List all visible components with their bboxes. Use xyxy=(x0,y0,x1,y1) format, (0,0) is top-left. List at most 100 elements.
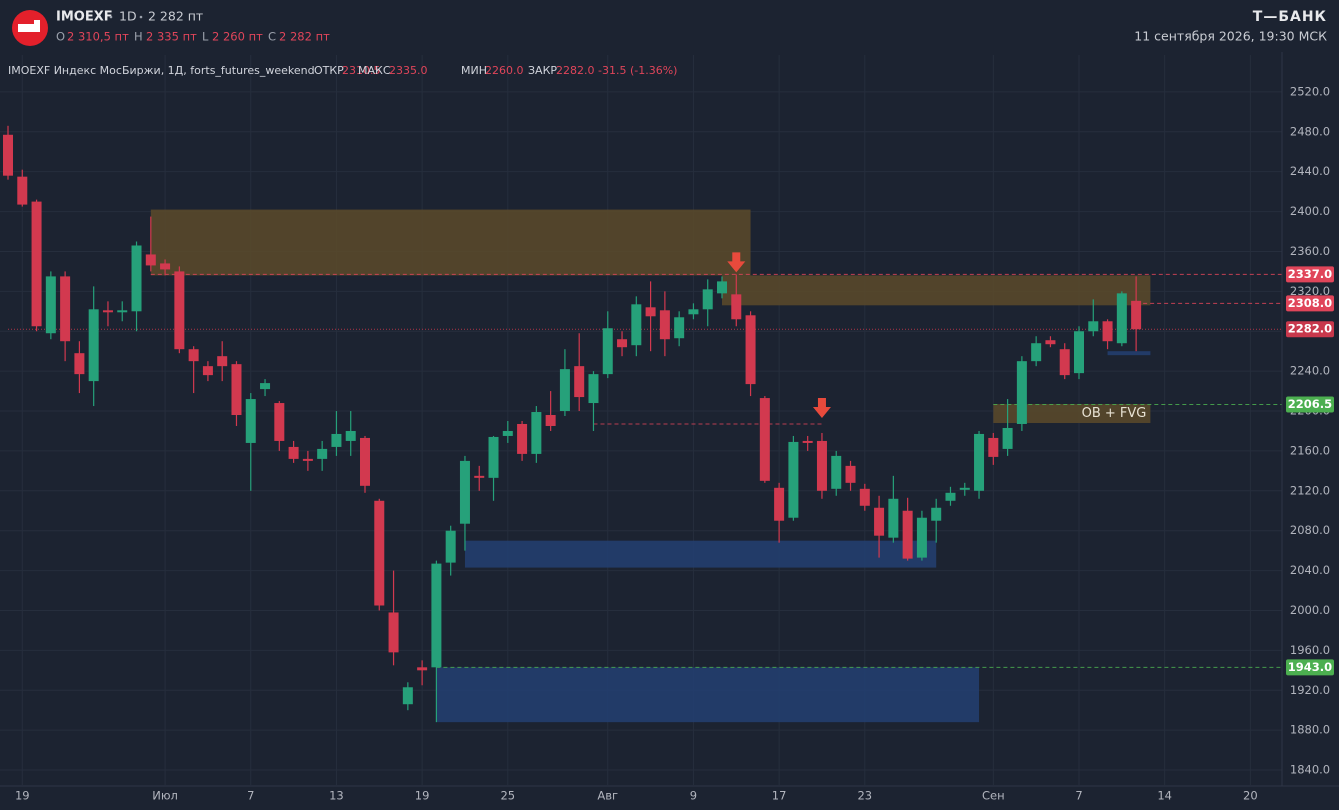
legend-value: 2310.5 xyxy=(342,64,381,77)
candle-body xyxy=(360,437,370,486)
level-label-bg xyxy=(1286,396,1334,413)
candle-body xyxy=(1045,340,1056,345)
dot xyxy=(109,15,113,19)
y-tick-label: 1920.0 xyxy=(1290,683,1330,697)
y-tick-label: 2440.0 xyxy=(1290,164,1330,178)
legend-value: 2260.0 xyxy=(485,64,524,77)
candle-body xyxy=(759,398,770,481)
candle-body xyxy=(916,517,927,558)
legend-label: МАКС xyxy=(358,64,391,77)
zone xyxy=(436,667,980,723)
candle-body xyxy=(731,294,742,320)
y-tick-label: 2480.0 xyxy=(1290,124,1330,138)
candle-body xyxy=(545,415,556,426)
interval: 1D xyxy=(119,9,137,24)
x-tick-label: 19 xyxy=(415,789,430,803)
plot: OB + FVG xyxy=(0,55,1282,785)
candle-body xyxy=(874,507,885,536)
candle-body xyxy=(588,374,599,404)
y-tick-label: 2320.0 xyxy=(1290,284,1330,298)
candle-body xyxy=(117,310,128,313)
candle-body xyxy=(217,356,228,367)
candle-body xyxy=(1074,331,1084,374)
legend-label: МИН xyxy=(461,64,487,77)
candle-body xyxy=(60,276,71,342)
candle-body xyxy=(659,310,670,340)
x-tick-label: 19 xyxy=(15,789,30,803)
y-tick-label: 1880.0 xyxy=(1290,723,1330,737)
candle-body xyxy=(45,276,56,334)
candle-body xyxy=(1016,361,1027,424)
candle-body xyxy=(388,612,399,653)
candle-body xyxy=(345,430,356,441)
candle-body xyxy=(1131,300,1142,330)
candle-body xyxy=(831,455,842,489)
candle-body xyxy=(902,510,913,559)
candle-body xyxy=(3,134,13,176)
x-tick-label: 7 xyxy=(247,789,254,803)
candle-body xyxy=(517,423,528,454)
zone xyxy=(722,275,1151,306)
zone-label: OB + FVG xyxy=(1082,406,1147,421)
ohlc-label: O xyxy=(56,30,65,44)
candle-body xyxy=(474,475,485,478)
legend-value: 2282.0 xyxy=(556,64,595,77)
candle-body xyxy=(531,412,542,454)
legend-name: IMOEXF Индекс МосБиржи, 1Д, forts_future… xyxy=(8,64,315,77)
candle-body xyxy=(88,309,99,382)
x-tick-label: Сен xyxy=(982,789,1005,803)
candle-body xyxy=(74,353,85,375)
candle-body xyxy=(317,448,328,459)
level-label: 1943.0 xyxy=(1288,660,1332,674)
level-label: 2308.0 xyxy=(1288,296,1332,310)
candle-body xyxy=(788,441,799,518)
candle-body xyxy=(688,309,699,315)
candle-body xyxy=(445,530,456,563)
level-label-bg xyxy=(1286,266,1334,283)
candle-body xyxy=(717,281,727,294)
candle-body xyxy=(1088,321,1099,332)
y-tick-label: 2080.0 xyxy=(1290,523,1330,537)
candle-body xyxy=(488,436,499,478)
ohlc-label: H xyxy=(134,30,143,44)
zone xyxy=(150,209,751,276)
arrow-marker xyxy=(727,252,746,273)
candle-body xyxy=(302,458,313,461)
logo-mark xyxy=(18,20,40,32)
y-tick-label: 2400.0 xyxy=(1290,204,1330,218)
x-tick-label: 25 xyxy=(500,789,515,803)
datetime: 11 сентября 2026, 19:30 МСК xyxy=(1134,29,1327,44)
x-tick-label: 14 xyxy=(1157,789,1172,803)
candle-body xyxy=(631,304,642,346)
ohlc-value: 2 260 пт xyxy=(212,30,263,44)
x-tick-label: Авг xyxy=(597,789,618,803)
y-tick-label: 2240.0 xyxy=(1290,364,1330,378)
candle-body xyxy=(645,307,656,317)
candle-body xyxy=(274,403,285,441)
candle-body xyxy=(559,369,570,412)
legend-change: -31.5 (-1.36%) xyxy=(598,64,677,77)
x-tick-label: Июл xyxy=(152,789,178,803)
y-tick-label: 2000.0 xyxy=(1290,603,1330,617)
candle-body xyxy=(602,328,613,375)
level-label: 2337.0 xyxy=(1288,267,1332,281)
zone xyxy=(1107,351,1151,356)
ohlc-value: 2 335 пт xyxy=(146,30,197,44)
x-tick-label: 13 xyxy=(329,789,344,803)
candle-body xyxy=(888,498,899,538)
x-tick-label: 9 xyxy=(690,789,697,803)
candle-body xyxy=(188,349,199,362)
y-tick-label: 2520.0 xyxy=(1290,84,1330,98)
ohlc-label: L xyxy=(202,30,209,44)
dot xyxy=(139,15,143,19)
candle-body xyxy=(816,440,827,491)
x-tick-label: 17 xyxy=(772,789,787,803)
legend-label: ЗАКР xyxy=(528,64,557,77)
zone xyxy=(464,540,937,568)
candle-body xyxy=(431,563,442,668)
candle-body xyxy=(160,263,171,270)
level-label: 2282.0 xyxy=(1288,322,1332,336)
level-label-bg xyxy=(1286,295,1334,312)
candle-body xyxy=(402,687,413,705)
level-label-bg xyxy=(1286,321,1334,338)
